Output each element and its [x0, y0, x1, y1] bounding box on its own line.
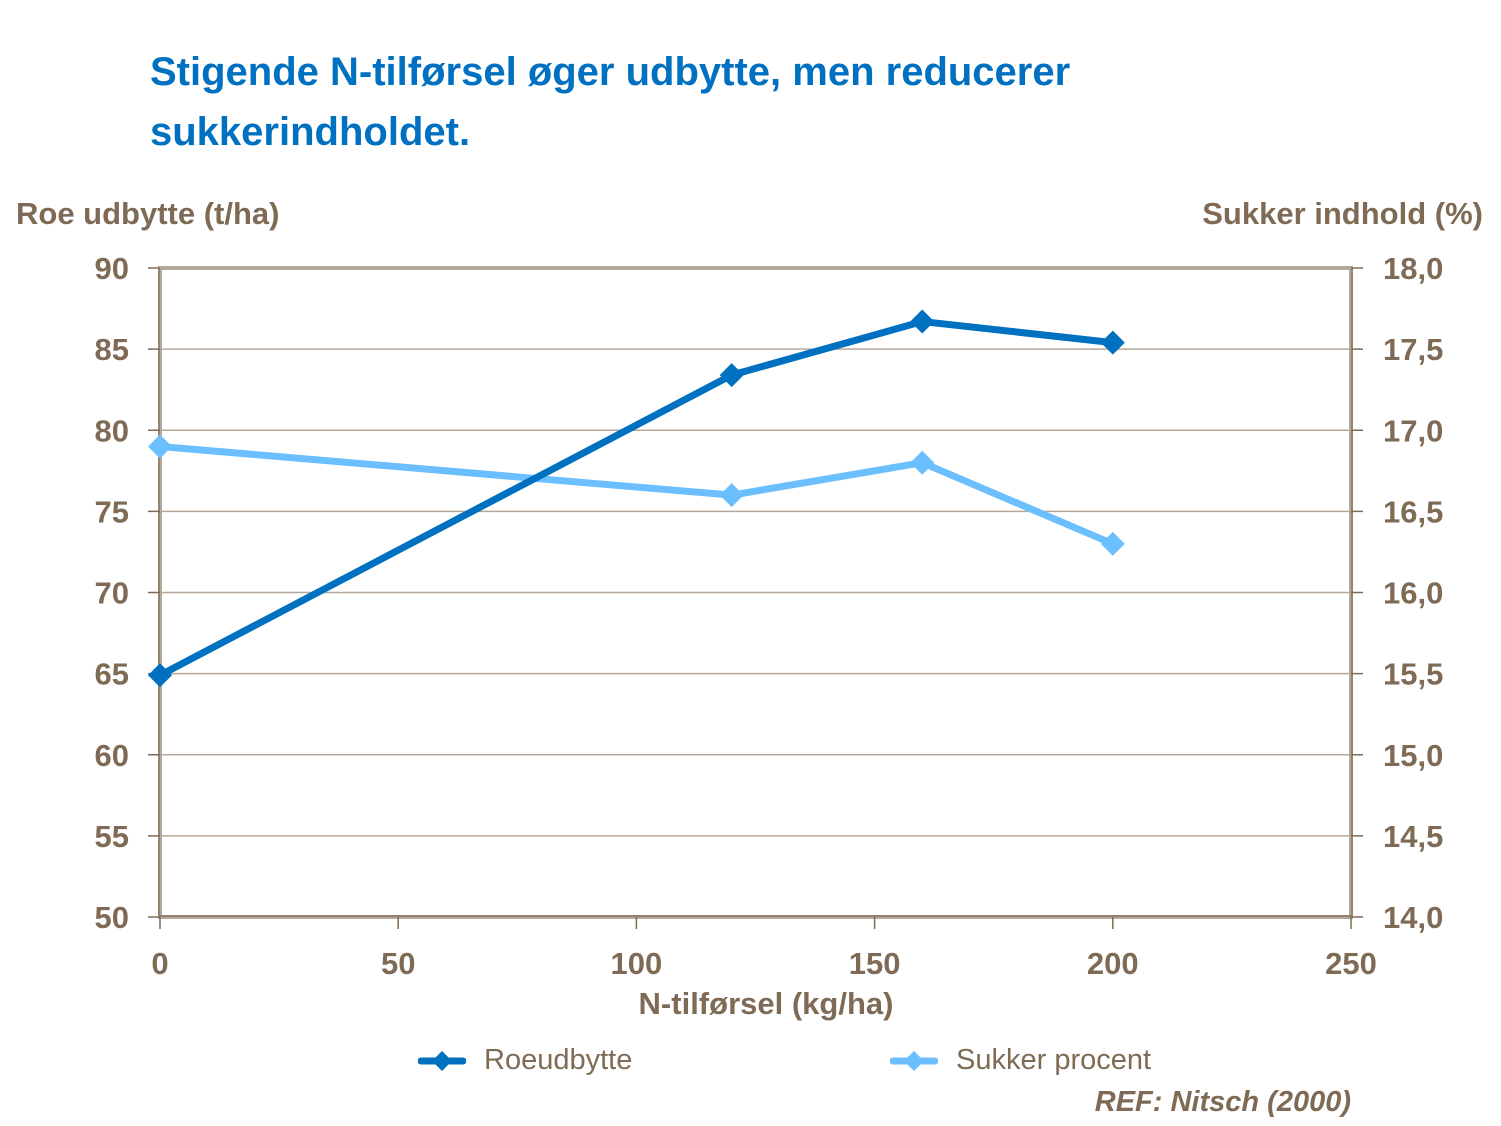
reference-note: REF: Nitsch (2000)	[1094, 1086, 1351, 1118]
legend-label: Sukker procent	[956, 1044, 1152, 1076]
y-right-tick-label: 15,0	[1383, 738, 1443, 773]
y-tick-label: 55	[95, 819, 129, 854]
x-axis-title: N-tilførsel (kg/ha)	[638, 986, 894, 1021]
y-tick-label: 85	[95, 332, 129, 367]
data-point-diamond	[148, 663, 172, 688]
gridlines	[160, 348, 1351, 837]
y-right-tick-label: 16,5	[1383, 494, 1443, 529]
chart-title: Stigende N-tilførsel øger udbytte, men r…	[150, 50, 1071, 154]
y-right-tick-label: 14,5	[1383, 819, 1443, 854]
legend-marker-light-diamond-icon	[890, 1050, 938, 1071]
series-layer	[148, 309, 1125, 688]
data-point-diamond	[1100, 330, 1125, 355]
y-tick-label: 75	[95, 494, 129, 529]
x-tick-label: 200	[1087, 946, 1139, 981]
series-roeudbytte	[148, 309, 1125, 688]
data-point-diamond	[910, 450, 935, 475]
series-line-roeudbytte	[158, 318, 1114, 679]
y-tick-label: 60	[95, 738, 129, 773]
data-point-diamond	[1100, 531, 1125, 556]
legend-label: Roeudbytte	[484, 1044, 633, 1076]
legend-item-sukker-procent: Sukker procent	[890, 1044, 1151, 1077]
y-axis-left-ticks: 50 55 60 65 70 75 80 85 90	[95, 251, 160, 935]
y-axis-right-ticks: 14,0 14,5 15,0 15,5 16,0 16,5 17,0 17,5 18,0	[1351, 251, 1443, 935]
data-point-diamond	[719, 483, 744, 508]
y-axis-right-title: Sukker indhold (%)	[1202, 196, 1483, 231]
y-tick-label: 50	[95, 900, 129, 935]
series-line-sukker-procent	[159, 442, 1115, 548]
series-sukker-procent	[148, 434, 1125, 556]
y-right-tick-label: 15,5	[1383, 657, 1443, 692]
y-right-tick-label: 17,0	[1383, 413, 1443, 448]
legend-item-roeudbytte: Roeudbytte	[418, 1044, 632, 1077]
y-right-tick-label: 16,0	[1383, 576, 1443, 611]
x-tick-label: 50	[381, 946, 415, 981]
x-tick-label: 250	[1325, 946, 1377, 981]
x-tick-label: 100	[611, 946, 663, 981]
y-tick-label: 65	[95, 657, 129, 692]
y-right-tick-label: 17,5	[1383, 332, 1443, 367]
y-axis-left-title: Roe udbytte (t/ha)	[16, 196, 280, 231]
data-point-diamond	[910, 309, 935, 334]
x-tick-label: 0	[151, 946, 168, 981]
y-tick-label: 90	[95, 251, 129, 286]
legend-marker-dark-diamond-icon	[418, 1050, 466, 1071]
y-right-tick-label: 14,0	[1383, 900, 1443, 935]
data-point-diamond	[719, 363, 744, 388]
x-tick-label: 150	[849, 946, 901, 981]
data-point-diamond	[148, 434, 172, 459]
y-tick-label: 70	[95, 576, 129, 611]
x-axis-ticks: 0 50 100 150 200 250	[151, 917, 1377, 981]
y-right-tick-label: 18,0	[1383, 251, 1443, 286]
y-tick-label: 80	[95, 413, 129, 448]
